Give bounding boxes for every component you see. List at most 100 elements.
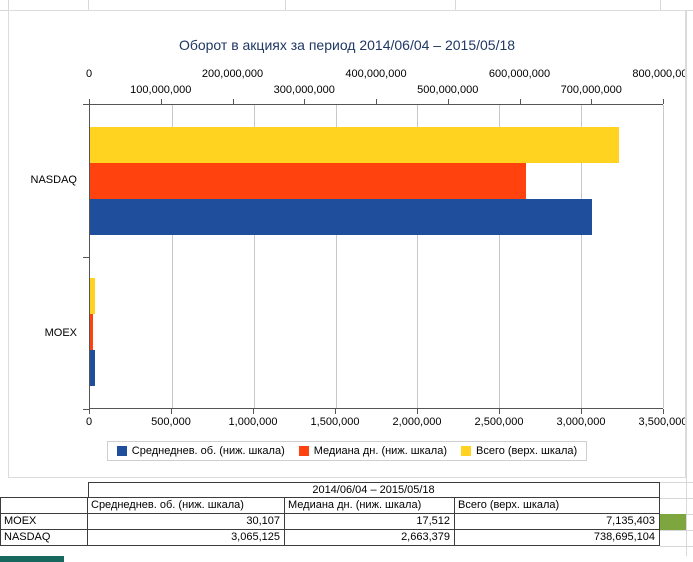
top-axis-tick-label: 800,000,000 (632, 68, 685, 80)
cell-nasdaq-avg[interactable]: 3,065,125 (88, 530, 285, 546)
axis-tick (171, 409, 172, 414)
legend-label: Всего (верх. шкала) (476, 445, 578, 457)
cell-col-header-avg[interactable]: Среднеднев. об. (ниж. шкала) (88, 498, 285, 514)
top-axis-tick-label: 500,000,000 (417, 84, 479, 96)
top-axis-ticks (89, 99, 664, 104)
legend-item: Среднеднев. об. (ниж. шкала) (116, 445, 285, 457)
cell-period-header[interactable]: 2014/06/04 – 2015/05/18 (88, 482, 660, 498)
gridline (499, 105, 501, 408)
cell-blank[interactable] (0, 482, 88, 498)
cell-row-label-moex[interactable]: MOEX (0, 514, 88, 530)
sheet-gridline (285, 0, 286, 10)
bottom-axis-tick-label: 1,000,000 (228, 416, 278, 428)
data-table: 2014/06/04 – 2015/05/18 Среднеднев. об. … (0, 482, 660, 546)
top-axis-tick-label: 0 (85, 68, 93, 80)
axis-tick (376, 99, 377, 104)
legend-swatch (116, 446, 127, 456)
bottom-axis-tick-label: 1,500,000 (310, 416, 360, 428)
gridline (417, 105, 419, 408)
bottom-axis-tick-label: 3,500,000 (638, 416, 686, 428)
axis-tick (160, 99, 162, 104)
axis-tick (304, 99, 306, 104)
bar-moex-median-daily (90, 314, 93, 351)
cell-row-label-nasdaq[interactable]: NASDAQ (0, 530, 88, 546)
top-axis-tick-label: 400,000,000 (345, 68, 407, 80)
top-axis-tick-label: 600,000,000 (488, 68, 551, 80)
cell-col-header-total[interactable]: Всего (верх. шкала) (455, 498, 660, 514)
sheet-gridline (660, 0, 661, 10)
bottom-axis-tick-label: 3,000,000 (556, 416, 606, 428)
category-label-nasdaq: NASDAQ (30, 174, 77, 187)
cell-blank[interactable] (0, 498, 88, 514)
sheet-tab-strip[interactable] (0, 556, 64, 562)
axis-tick (232, 99, 234, 104)
top-axis-tick-label: 700,000,000 (560, 84, 622, 96)
plot-area (89, 104, 664, 409)
sheet-gridline (660, 546, 693, 547)
chart-object[interactable]: Оборот в акциях за период 2014/06/04 – 2… (8, 10, 686, 478)
bar-moex-total (90, 278, 96, 315)
axis-tick (581, 409, 582, 414)
bottom-axis-tick-label: 0 (85, 416, 93, 428)
bottom-axis-tick-label: 500,000 (151, 416, 191, 428)
sheet-gridline (455, 0, 456, 10)
axis-tick (89, 99, 90, 104)
cell-col-header-median[interactable]: Медиана дн. (ниж. шкала) (285, 498, 455, 514)
bar-nasdaq-median-daily (90, 162, 527, 199)
chart-legend-box: Среднеднев. об. (ниж. шкала) Медиана дн. … (106, 441, 588, 461)
sheet-gridline (660, 498, 693, 499)
gridline (171, 105, 173, 408)
cell-moex-avg[interactable]: 30,107 (88, 514, 285, 530)
sheet-gridline (660, 482, 693, 483)
axis-tick (663, 99, 664, 104)
top-axis-labels-row1: 0 200,000,000 400,000,000 600,000,000 800,00… (85, 68, 685, 81)
axis-tick (83, 104, 89, 105)
top-axis-labels-row2: 100,000,000 300,000,000 500,000,000 700,000… (89, 84, 663, 97)
axis-tick (591, 99, 593, 104)
legend-label: Среднеднев. об. (ниж. шкала) (131, 445, 285, 457)
gridline (663, 105, 664, 408)
gridline (253, 105, 255, 408)
axis-tick (499, 409, 500, 414)
axis-tick (83, 256, 89, 258)
sheet-gridline (8, 0, 9, 10)
legend-swatch (461, 446, 471, 456)
gridline (581, 105, 583, 408)
selected-cell-highlight[interactable] (660, 514, 686, 530)
bottom-axis-ticks (89, 409, 664, 414)
gridline (335, 105, 337, 408)
axis-tick (519, 99, 521, 104)
category-label-moex: MOEX (44, 326, 77, 339)
bottom-axis-tick-label: 2,500,000 (474, 416, 524, 428)
bottom-axis-labels: 0 500,000 1,000,000 1,500,000 2,000,000 2,500… (85, 416, 685, 429)
axis-tick (253, 409, 254, 414)
chart-legend: Среднеднев. об. (ниж. шкала) Медиана дн. … (9, 441, 685, 461)
axis-tick (89, 409, 90, 414)
sheet-gridline (660, 530, 693, 531)
sheet-gridline (686, 10, 687, 556)
axis-tick (447, 99, 449, 104)
cell-moex-median[interactable]: 17,512 (285, 514, 455, 530)
axis-tick (663, 409, 664, 414)
axis-tick (83, 409, 89, 410)
top-axis-tick-label: 300,000,000 (273, 84, 335, 96)
bar-nasdaq-avg-daily (90, 198, 592, 235)
bar-moex-avg-daily (90, 350, 95, 387)
left-axis-ticks (83, 104, 89, 410)
cell-nasdaq-median[interactable]: 2,663,379 (285, 530, 455, 546)
legend-swatch (298, 446, 309, 456)
bottom-axis-tick-label: 2,000,000 (392, 416, 442, 428)
cell-nasdaq-total[interactable]: 738,695,104 (455, 530, 660, 546)
sheet-gridline (88, 0, 89, 10)
legend-item: Медиана дн. (ниж. шкала) (298, 445, 447, 457)
top-axis-tick-label: 100,000,000 (130, 84, 192, 96)
category-axis-labels: NASDAQ MOEX (9, 104, 83, 409)
axis-tick (335, 409, 336, 414)
axis-tick (417, 409, 418, 414)
legend-label: Медиана дн. (ниж. шкала) (313, 445, 447, 457)
chart-title: Оборот в акциях за период 2014/06/04 – 2… (178, 37, 516, 53)
bar-nasdaq-total (90, 126, 620, 163)
legend-item: Всего (верх. шкала) (461, 445, 577, 457)
cell-moex-total[interactable]: 7,135,403 (455, 514, 660, 530)
